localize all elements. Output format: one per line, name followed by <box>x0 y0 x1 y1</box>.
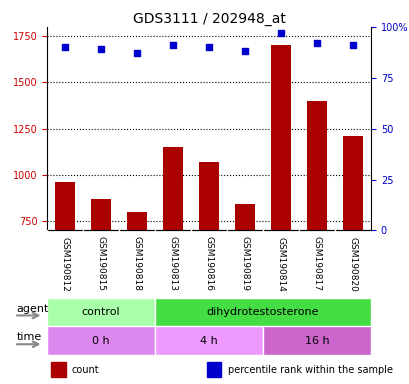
Text: 0 h: 0 h <box>92 336 110 346</box>
Bar <box>55 182 75 230</box>
Text: GSM190819: GSM190819 <box>240 237 249 291</box>
Bar <box>47 298 155 326</box>
Point <box>205 44 212 50</box>
Text: GSM190816: GSM190816 <box>204 237 213 291</box>
Bar <box>306 101 326 230</box>
Point <box>241 48 248 55</box>
Text: GSM190820: GSM190820 <box>348 237 357 291</box>
Bar <box>51 362 65 377</box>
Text: agent: agent <box>16 303 49 314</box>
Point <box>98 46 104 52</box>
Text: count: count <box>72 364 99 375</box>
Bar <box>199 162 218 230</box>
Text: GSM190815: GSM190815 <box>97 237 106 291</box>
Text: GSM190813: GSM190813 <box>168 237 177 291</box>
Text: 4 h: 4 h <box>200 336 218 346</box>
Text: 16 h: 16 h <box>304 336 328 346</box>
Text: GSM190814: GSM190814 <box>276 237 285 291</box>
Text: GSM190817: GSM190817 <box>312 237 321 291</box>
Bar <box>263 326 370 355</box>
Text: GSM190818: GSM190818 <box>132 237 141 291</box>
Title: GDS3111 / 202948_at: GDS3111 / 202948_at <box>133 12 285 26</box>
Bar <box>155 298 370 326</box>
Text: percentile rank within the sample: percentile rank within the sample <box>227 364 391 375</box>
Point <box>169 42 176 48</box>
Bar <box>91 199 111 230</box>
Bar <box>47 326 155 355</box>
Bar <box>270 45 290 230</box>
Text: dihydrotestosterone: dihydrotestosterone <box>206 307 319 317</box>
Bar <box>127 212 147 230</box>
Bar <box>207 362 221 377</box>
Text: control: control <box>82 307 120 317</box>
Point <box>349 42 355 48</box>
Point <box>313 40 319 46</box>
Point <box>277 30 284 36</box>
Bar <box>155 326 263 355</box>
Bar <box>163 147 182 230</box>
Point <box>133 50 140 56</box>
Bar <box>342 136 362 230</box>
Bar <box>235 205 254 230</box>
Point <box>62 44 68 50</box>
Text: time: time <box>16 332 42 343</box>
Text: GSM190812: GSM190812 <box>61 237 70 291</box>
